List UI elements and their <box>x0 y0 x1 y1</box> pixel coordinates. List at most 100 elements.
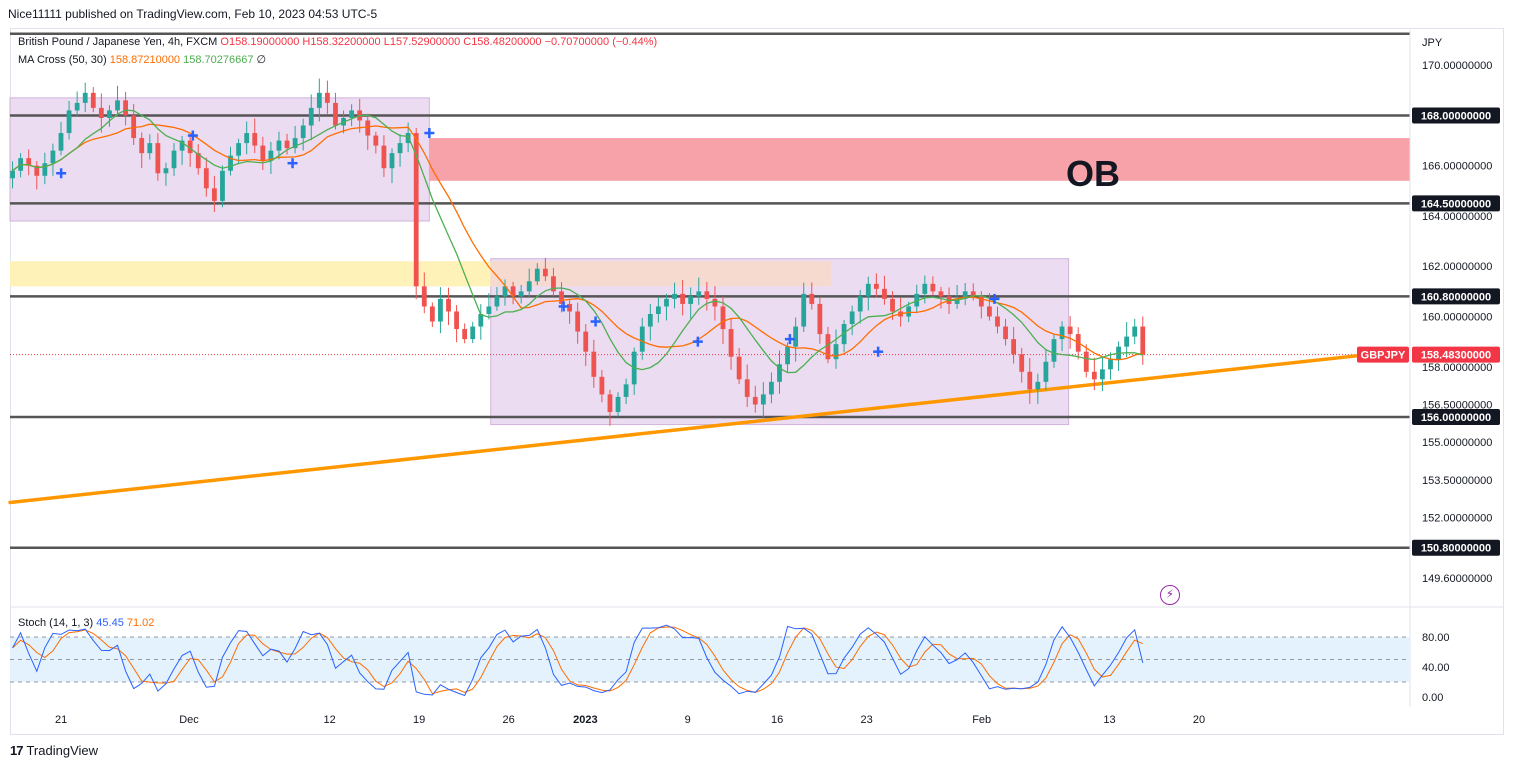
candle-113[interactable] <box>922 283 928 294</box>
candle-19[interactable] <box>163 168 169 174</box>
candle-92[interactable] <box>752 396 758 405</box>
candle-117[interactable] <box>954 298 960 304</box>
candle-64[interactable] <box>526 281 532 292</box>
candle-109[interactable] <box>890 298 895 312</box>
candle-119[interactable] <box>970 291 976 297</box>
candle-20[interactable] <box>171 150 177 169</box>
candle-71[interactable] <box>583 331 589 352</box>
candle-83[interactable] <box>680 293 686 304</box>
candle-62[interactable] <box>510 286 516 297</box>
candle-12[interactable] <box>107 110 112 118</box>
candle-6[interactable] <box>58 133 64 151</box>
candle-22[interactable] <box>187 140 193 154</box>
candle-37[interactable] <box>308 107 314 126</box>
candle-4[interactable] <box>42 163 48 176</box>
candle-45[interactable] <box>373 135 379 146</box>
candle-129[interactable] <box>1051 339 1057 362</box>
candle-38[interactable] <box>316 92 322 108</box>
candle-122[interactable] <box>995 316 1000 327</box>
symbol-title[interactable]: British Pound / Japanese Yen, 4h, FXCM <box>18 36 218 48</box>
ascending-trendline[interactable] <box>8 349 1397 505</box>
candle-68[interactable] <box>559 291 564 304</box>
stoch-k-line[interactable] <box>12 624 1144 697</box>
candle-76[interactable] <box>623 384 629 397</box>
candle-124[interactable] <box>1011 339 1017 355</box>
candle-127[interactable] <box>1035 381 1041 390</box>
candle-59[interactable] <box>486 306 492 314</box>
candle-111[interactable] <box>906 306 912 317</box>
stoch-label[interactable]: Stoch (14, 1, 3) <box>18 617 94 629</box>
candle-108[interactable] <box>882 288 887 299</box>
candle-102[interactable] <box>833 344 839 360</box>
candle-133[interactable] <box>1083 351 1089 372</box>
candle-33[interactable] <box>276 140 282 151</box>
candle-39[interactable] <box>325 92 330 103</box>
candle-27[interactable] <box>228 155 233 171</box>
candle-100[interactable] <box>817 303 823 335</box>
candle-131[interactable] <box>1067 326 1073 335</box>
candle-15[interactable] <box>131 115 137 139</box>
candle-99[interactable] <box>809 293 815 304</box>
candle-114[interactable] <box>930 283 936 292</box>
candle-98[interactable] <box>801 293 807 327</box>
chart-frame[interactable] <box>10 28 1504 735</box>
candle-8[interactable] <box>74 102 80 111</box>
candle-3[interactable] <box>34 165 40 176</box>
candle-61[interactable] <box>502 286 508 297</box>
candle-126[interactable] <box>1027 371 1033 390</box>
candle-25[interactable] <box>211 188 217 201</box>
candle-60[interactable] <box>494 296 500 307</box>
candle-112[interactable] <box>914 293 920 307</box>
candle-67[interactable] <box>551 276 556 292</box>
candle-26[interactable] <box>220 170 225 201</box>
candle-136[interactable] <box>1108 359 1113 370</box>
candle-123[interactable] <box>1003 326 1008 340</box>
candle-91[interactable] <box>744 379 750 397</box>
candle-57[interactable] <box>470 326 476 340</box>
candle-79[interactable] <box>647 313 653 327</box>
candle-84[interactable] <box>688 296 694 304</box>
candle-140[interactable] <box>1140 326 1146 355</box>
candle-130[interactable] <box>1059 326 1065 340</box>
candle-90[interactable] <box>736 356 742 380</box>
candle-70[interactable] <box>575 311 581 332</box>
candle-46[interactable] <box>381 145 387 169</box>
candle-135[interactable] <box>1100 369 1105 380</box>
candle-58[interactable] <box>478 313 484 327</box>
candle-81[interactable] <box>664 298 669 307</box>
candle-18[interactable] <box>155 143 161 174</box>
candle-69[interactable] <box>567 303 573 312</box>
candle-54[interactable] <box>446 298 451 312</box>
candle-93[interactable] <box>760 394 766 405</box>
candle-73[interactable] <box>599 376 605 395</box>
candle-40[interactable] <box>333 102 338 126</box>
candle-13[interactable] <box>115 100 120 111</box>
lightning-icon[interactable]: ⚡ <box>1160 585 1180 605</box>
candle-89[interactable] <box>728 329 734 357</box>
candle-14[interactable] <box>123 100 128 116</box>
tradingview-logo[interactable]: 17 TradingView <box>10 743 98 758</box>
candle-28[interactable] <box>236 143 242 156</box>
candle-24[interactable] <box>203 168 209 189</box>
candle-115[interactable] <box>938 291 944 297</box>
candle-11[interactable] <box>98 107 104 118</box>
candle-48[interactable] <box>397 143 403 154</box>
candle-87[interactable] <box>712 298 718 307</box>
candle-55[interactable] <box>454 311 459 330</box>
candle-105[interactable] <box>857 296 863 312</box>
candle-85[interactable] <box>696 291 702 297</box>
candle-74[interactable] <box>607 394 613 412</box>
candle-47[interactable] <box>389 153 395 169</box>
candle-86[interactable] <box>704 291 710 299</box>
candle-36[interactable] <box>300 125 306 139</box>
candle-31[interactable] <box>260 145 266 161</box>
candle-118[interactable] <box>962 291 968 299</box>
candle-82[interactable] <box>672 293 677 299</box>
candle-125[interactable] <box>1019 354 1025 372</box>
candle-0[interactable] <box>10 170 15 179</box>
candle-139[interactable] <box>1132 326 1138 337</box>
stoch-d-line[interactable] <box>12 626 1144 695</box>
candle-52[interactable] <box>429 306 435 322</box>
candle-66[interactable] <box>542 268 548 277</box>
